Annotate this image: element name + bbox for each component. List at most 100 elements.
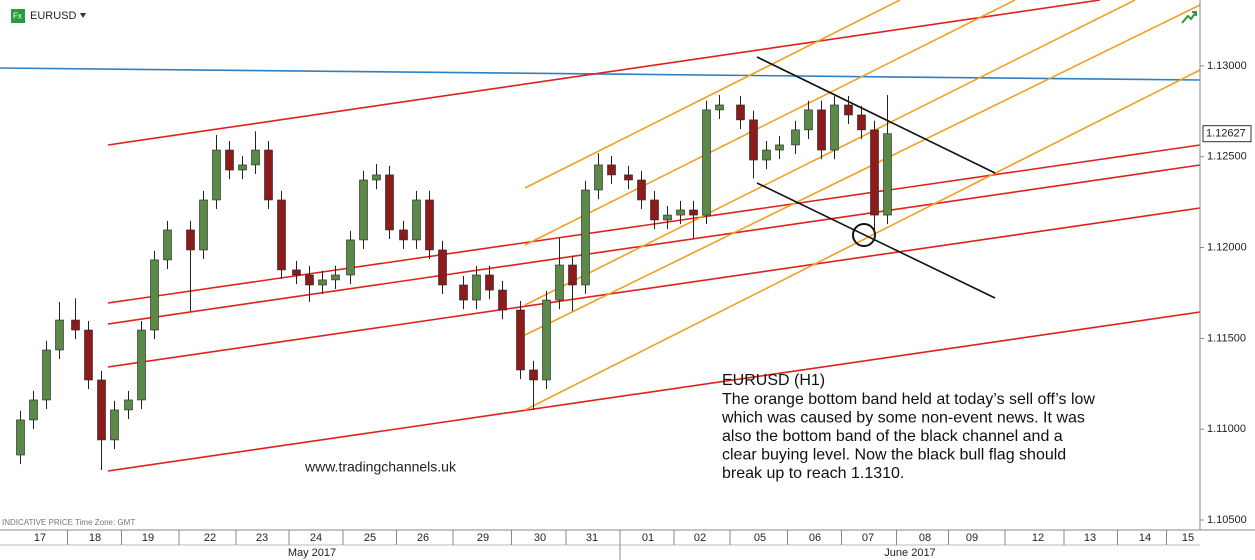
candle-body [346, 239, 355, 276]
x-tick-label: 06 [809, 532, 821, 544]
candle-body [607, 164, 616, 176]
candle-body [399, 229, 408, 241]
annotation-line: break up to reach 1.1310. [722, 465, 904, 482]
trend-line [107, 164, 1201, 325]
candle-body [251, 149, 260, 166]
trend-line [0, 67, 1201, 81]
y-tick-label: 1.12500 [1207, 151, 1247, 163]
candle-body [830, 104, 839, 151]
candle-body [870, 129, 879, 216]
candle-body [581, 189, 590, 286]
trend-icon[interactable] [1181, 11, 1197, 24]
candle-body [150, 259, 159, 331]
y-tick-label: 1.11000 [1207, 423, 1246, 435]
fx-icon-label: Fx [13, 12, 22, 21]
candle-body [817, 109, 826, 151]
candle-body [568, 264, 577, 286]
x-tick-label: 22 [204, 532, 216, 544]
trend-line [107, 0, 1101, 146]
candle-body [331, 274, 340, 281]
x-tick-label: 05 [754, 532, 766, 544]
candle-body [16, 419, 25, 456]
month-label: May 2017 [288, 547, 336, 559]
candle-body [84, 329, 93, 381]
candle-body [485, 274, 494, 291]
x-tick-label: 14 [1139, 532, 1151, 544]
x-tick-label: 19 [142, 532, 154, 544]
candle-body [277, 199, 286, 271]
candle-body [663, 214, 672, 221]
candle-body [238, 164, 247, 171]
y-tick-label: 1.11500 [1207, 332, 1246, 344]
candle-body [650, 199, 659, 221]
x-tick-label: 13 [1084, 532, 1096, 544]
watermark: www.tradingchannels.uk [304, 459, 457, 475]
candle-body [857, 114, 866, 131]
annotation-line: which was caused by some non-event news.… [721, 410, 1085, 427]
y-tick-label: 1.10500 [1207, 514, 1247, 526]
candle-body [212, 149, 221, 201]
trend-line [524, 0, 1016, 246]
x-tick-label: 12 [1032, 532, 1044, 544]
x-tick-label: 26 [417, 532, 429, 544]
candle-body [385, 174, 394, 231]
candle-body [762, 149, 771, 161]
candle-body [55, 319, 64, 351]
trend-line [524, 4, 1201, 336]
candle-body [124, 399, 133, 411]
candle-body [702, 109, 711, 216]
candle-body [199, 199, 208, 251]
candle-body [292, 269, 301, 276]
candle-body [318, 279, 327, 286]
x-tick-label: 15 [1182, 532, 1194, 544]
candle-body [749, 119, 758, 161]
dropdown-arrow[interactable] [80, 13, 86, 18]
candle-body [305, 274, 314, 286]
candle-body [71, 319, 80, 331]
candle-body [804, 109, 813, 131]
x-tick-label: 09 [966, 532, 978, 544]
candle-body [264, 149, 273, 201]
x-tick-label: 31 [586, 532, 598, 544]
candle-body [372, 174, 381, 181]
trend-line [524, 0, 901, 189]
y-tick-label: 1.13000 [1207, 60, 1247, 72]
last-price-label: 1.12627 [1206, 128, 1246, 140]
annotation-line: The orange bottom band held at today’s s… [722, 391, 1095, 408]
x-tick-label: 02 [694, 532, 706, 544]
candle-body [137, 329, 146, 401]
candle-body [715, 104, 724, 111]
annotation-line: clear buying level. Now the black bull f… [722, 447, 1066, 464]
last-price-box [1202, 125, 1252, 143]
x-tick-label: 17 [34, 532, 46, 544]
trend-line [756, 56, 996, 174]
x-tick-label: 29 [477, 532, 489, 544]
candle-body [498, 289, 507, 311]
trend-line [756, 182, 996, 299]
candle-body [97, 379, 106, 441]
candle-body [594, 164, 603, 191]
candle-body [736, 104, 745, 121]
candle-body [775, 144, 784, 151]
candle-body [516, 309, 525, 371]
candle-body [186, 229, 195, 251]
candle-body [459, 284, 468, 301]
x-tick-label: 25 [364, 532, 376, 544]
symbol[interactable]: EURUSD [30, 10, 77, 22]
candle-body [29, 399, 38, 421]
candle-body [425, 199, 434, 251]
candle-body [676, 209, 685, 216]
candle-body [110, 409, 119, 441]
trend-line [524, 69, 1201, 411]
trend-lines [0, 0, 1201, 472]
candle-body [359, 179, 368, 241]
x-tick-label: 01 [642, 532, 654, 544]
y-tick-label: 1.12000 [1207, 241, 1247, 253]
x-tick-label: 08 [919, 532, 931, 544]
candle-body [637, 179, 646, 201]
candle-body [624, 174, 633, 181]
trend-line [524, 0, 1136, 306]
footer-note: INDICATIVE PRICE Time Zone: GMT [2, 518, 135, 527]
candle-body [791, 129, 800, 146]
